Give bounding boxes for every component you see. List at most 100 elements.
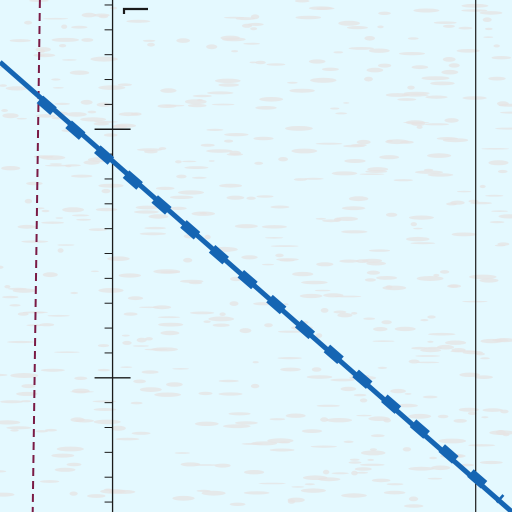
- texture-blot: [187, 103, 207, 108]
- texture-blot: [335, 112, 348, 115]
- texture-blot: [51, 453, 75, 458]
- texture-blot: [166, 382, 183, 387]
- texture-blot: [346, 26, 368, 30]
- texture-blot: [285, 413, 306, 418]
- texture-blot: [287, 497, 305, 503]
- texture-blot: [158, 322, 184, 327]
- texture-blot: [351, 470, 358, 476]
- texture-blot: [493, 44, 500, 48]
- texture-blot: [278, 441, 291, 444]
- texture-blot: [21, 240, 49, 243]
- texture-blot: [153, 269, 181, 274]
- texture-blot: [381, 320, 392, 325]
- texture-blot: [310, 445, 337, 448]
- texture-blot: [378, 63, 392, 68]
- texture-blot: [59, 44, 67, 48]
- texture-blot: [218, 392, 243, 396]
- texture-blot: [235, 421, 258, 425]
- texture-blot: [253, 136, 274, 141]
- texture-blot: [451, 348, 466, 352]
- texture-blot: [331, 171, 358, 176]
- texture-blot: [107, 256, 130, 262]
- texture-blot: [404, 393, 412, 395]
- texture-blot: [461, 9, 488, 12]
- texture-blot: [33, 53, 56, 58]
- texture-blot: [382, 285, 407, 291]
- texture-blot: [488, 76, 506, 81]
- texture-blot: [451, 232, 477, 237]
- texture-blot: [322, 219, 341, 223]
- texture-blot: [430, 81, 455, 86]
- texture-blot: [370, 434, 385, 438]
- texture-blot: [373, 327, 388, 332]
- texture-blot: [341, 230, 368, 234]
- texture-blot: [491, 210, 508, 212]
- texture-blot: [469, 274, 497, 280]
- texture-blot: [39, 480, 60, 483]
- texture-blot: [457, 190, 472, 193]
- texture-blot: [331, 472, 349, 475]
- texture-blot: [98, 85, 126, 90]
- texture-blot: [330, 378, 355, 382]
- texture-blot: [459, 372, 480, 377]
- texture-blot: [194, 421, 219, 426]
- texture-blot: [118, 112, 139, 117]
- texture-blot: [390, 388, 406, 394]
- texture-blot: [219, 183, 243, 188]
- texture-blot: [244, 470, 265, 475]
- texture-blot: [122, 340, 132, 345]
- texture-blot: [385, 93, 410, 97]
- texture-blot: [315, 333, 323, 338]
- texture-blot: [72, 388, 90, 394]
- texture-blot: [378, 11, 391, 15]
- texture-blot: [480, 357, 490, 360]
- texture-blot: [218, 83, 239, 87]
- texture-blot: [224, 133, 249, 137]
- texture-blot: [144, 348, 168, 351]
- texture-blot: [359, 398, 368, 403]
- texture-blot: [177, 190, 205, 195]
- texture-blot: [264, 323, 273, 328]
- texture-blot: [61, 59, 77, 61]
- texture-blot: [231, 50, 239, 53]
- texture-blot: [0, 373, 8, 377]
- texture-blot: [229, 502, 246, 506]
- texture-blot: [41, 209, 50, 213]
- texture-blot: [416, 361, 440, 364]
- texture-blot: [407, 85, 415, 90]
- texture-blot: [56, 446, 84, 452]
- texture-blot: [285, 125, 313, 131]
- texture-blot: [54, 102, 70, 105]
- texture-blot: [1, 166, 21, 171]
- texture-blot: [448, 284, 459, 288]
- texture-blot: [348, 196, 369, 202]
- texture-blot: [261, 263, 275, 266]
- texture-blot: [468, 444, 496, 447]
- texture-blot: [261, 225, 287, 229]
- texture-blot: [320, 417, 329, 422]
- texture-blot: [295, 15, 322, 20]
- texture-blot: [459, 463, 474, 467]
- texture-blot: [97, 344, 110, 348]
- texture-blot: [383, 418, 392, 423]
- texture-blot: [17, 224, 37, 229]
- texture-blot: [431, 465, 451, 471]
- texture-blot: [364, 36, 376, 41]
- texture-blot: [127, 296, 144, 301]
- texture-blot: [424, 123, 450, 126]
- texture-blot: [69, 70, 90, 75]
- texture-blot: [341, 206, 366, 211]
- texture-blot: [155, 186, 175, 190]
- texture-blot: [228, 412, 251, 416]
- texture-blot: [351, 312, 358, 315]
- texture-blot: [310, 77, 337, 83]
- vertical-reference-lines: [31, 0, 477, 512]
- texture-blot: [299, 293, 323, 299]
- texture-blot: [191, 176, 207, 179]
- texture-blot: [481, 416, 489, 419]
- texture-blot: [495, 127, 512, 130]
- texture-blot: [360, 450, 386, 456]
- texture-blot: [219, 312, 226, 317]
- texture-blot: [93, 419, 121, 425]
